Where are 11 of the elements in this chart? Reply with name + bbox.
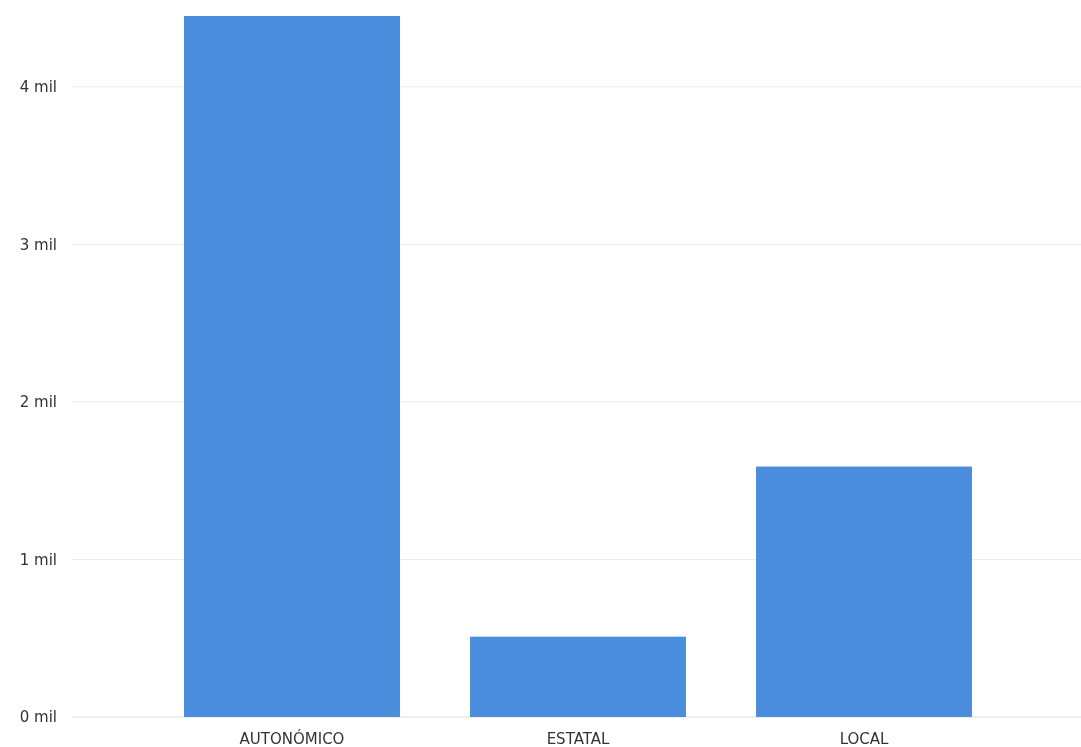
y-tick-label: 4 mil <box>19 78 57 97</box>
y-tick-label: 3 mil <box>19 235 57 254</box>
x-tick-label: ESTATAL <box>546 730 610 747</box>
y-tick-label: 0 mil <box>19 708 57 727</box>
y-tick-label: 1 mil <box>19 550 57 569</box>
bar <box>184 16 400 717</box>
bar <box>756 466 972 717</box>
x-tick-label: AUTONÓMICO <box>239 729 345 747</box>
x-tick-label: LOCAL <box>839 730 889 747</box>
bar <box>470 636 686 717</box>
y-tick-label: 2 mil <box>19 393 57 412</box>
